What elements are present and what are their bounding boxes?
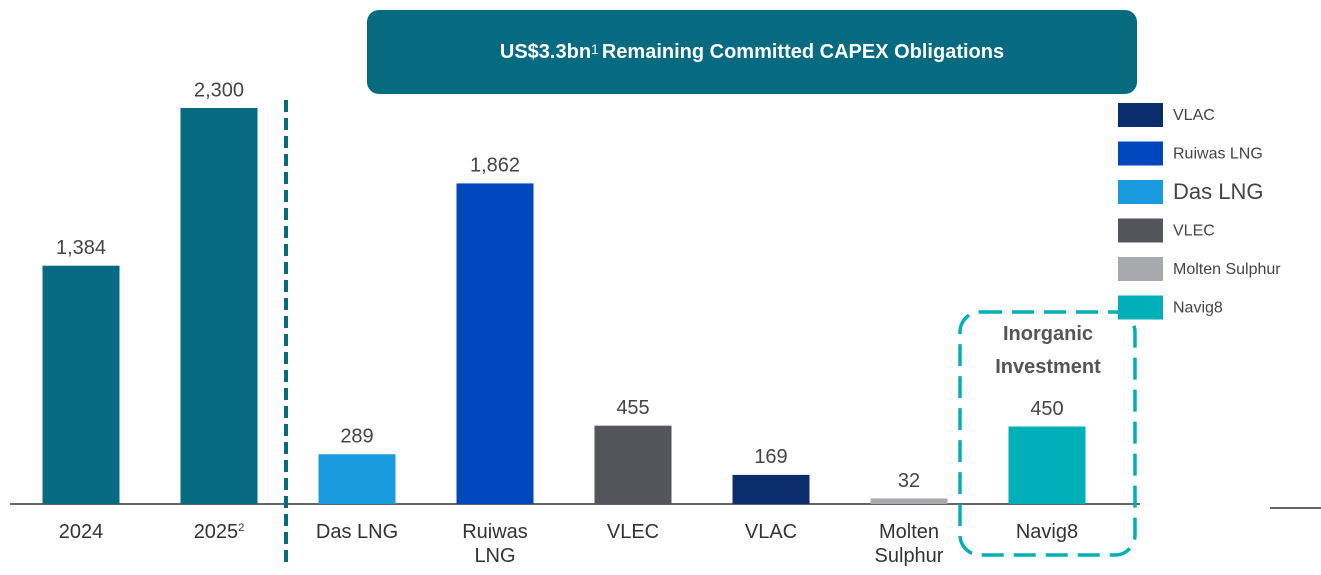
value-label: 1,384	[56, 237, 106, 259]
legend-label: Navig8	[1173, 300, 1223, 317]
x-tick-label: 2024	[31, 520, 131, 544]
highlight-label: Inorganic Investment	[995, 323, 1101, 378]
legend-swatch	[1118, 180, 1163, 204]
legend-label: Molten Sulphur	[1173, 261, 1281, 278]
x-tick-label: 20252	[169, 520, 269, 544]
x-tick-label: VLAC	[721, 520, 821, 544]
bar	[594, 425, 672, 504]
bar	[318, 454, 396, 504]
x-tick-label: Navig8	[997, 520, 1097, 544]
legend-label: VLEC	[1173, 223, 1215, 240]
x-tick-text: 2024	[58, 521, 104, 543]
bar	[180, 108, 258, 504]
legend-label: Das LNG	[1173, 179, 1263, 204]
legend-swatch	[1118, 103, 1163, 127]
x-tick-label: Ruiwas LNG	[445, 520, 545, 568]
x-tick-text: Navig8	[1015, 521, 1079, 543]
value-label: 2,300	[194, 79, 244, 101]
bar	[456, 183, 534, 504]
highlight-box	[958, 310, 1137, 557]
bar	[1008, 426, 1086, 504]
x-tick-text: 2025	[193, 521, 239, 543]
chart-title: US$3.3bn 1 Remaining Committed CAPEX Oblig…	[367, 10, 1137, 94]
value-label: 455	[616, 397, 649, 419]
legend-swatch	[1118, 141, 1163, 166]
x-tick-text: Ruiwas LNG	[462, 521, 528, 567]
legend-swatch	[1118, 218, 1163, 243]
x-tick-footnote: 2	[238, 522, 245, 534]
value-label: 169	[754, 446, 787, 468]
bar	[732, 474, 810, 504]
value-label: 1,862	[470, 155, 520, 177]
bar	[42, 265, 120, 504]
x-tick-label: Molten Sulphur	[859, 520, 959, 568]
legend-label: VLAC	[1173, 107, 1215, 124]
value-label: 450	[1030, 398, 1063, 420]
value-label: 32	[898, 470, 920, 492]
x-tick-label: VLEC	[583, 520, 683, 544]
legend-swatch	[1118, 257, 1163, 281]
bar	[870, 498, 948, 504]
legend-label: Ruiwas LNG	[1173, 146, 1263, 163]
x-tick-text: Molten Sulphur	[874, 521, 944, 567]
value-label: 289	[340, 426, 373, 448]
x-tick-label: Das LNG	[307, 520, 407, 544]
title-footnote: 1	[591, 41, 599, 57]
legend-swatch	[1118, 295, 1163, 320]
x-tick-text: VLAC	[744, 521, 798, 543]
title-rest: Remaining Committed CAPEX Obligations	[601, 40, 1005, 63]
x-tick-text: VLEC	[606, 521, 660, 543]
title-bold: US$3.3bn	[499, 40, 592, 63]
x-tick-text: Das LNG	[315, 521, 399, 543]
